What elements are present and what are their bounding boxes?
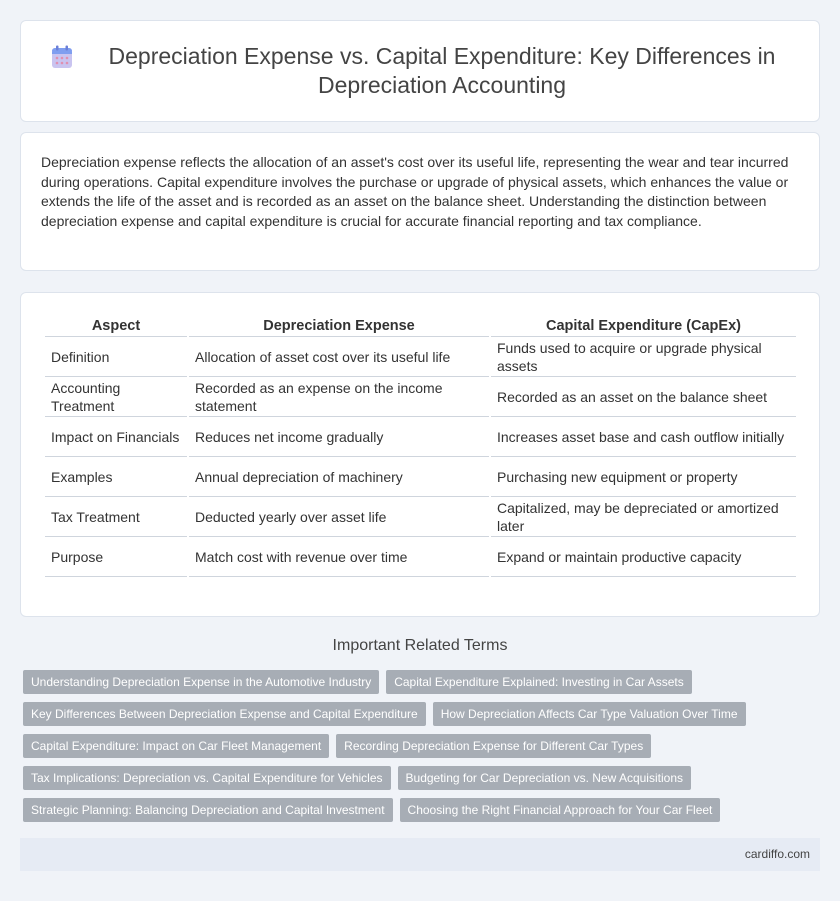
related-terms-list: Understanding Depreciation Expense in th… — [23, 670, 823, 830]
table-cell: Capitalized, may be depreciated or amort… — [491, 497, 796, 537]
related-terms-heading: Important Related Terms — [332, 637, 508, 654]
related-term-link[interactable]: Capital Expenditure Explained: Investing… — [386, 670, 692, 694]
table-cell: Match cost with revenue over time — [189, 537, 489, 577]
related-term-link[interactable]: Budgeting for Car Depreciation vs. New A… — [397, 766, 691, 790]
calendar-icon — [51, 45, 73, 69]
column-header: Depreciation Expense — [189, 313, 489, 337]
related-term-link[interactable]: Tax Implications: Depreciation vs. Capit… — [23, 766, 391, 790]
table-header-row: Aspect Depreciation Expense Capital Expe… — [45, 313, 796, 337]
table-cell: Expand or maintain productive capacity — [491, 537, 796, 577]
comparison-table-card: Aspect Depreciation Expense Capital Expe… — [20, 292, 820, 617]
table-row: Accounting Treatment Recorded as an expe… — [45, 377, 796, 417]
page-title: Depreciation Expense vs. Capital Expendi… — [108, 43, 776, 98]
related-term-link[interactable]: Understanding Depreciation Expense in th… — [23, 670, 380, 694]
table-cell: Examples — [45, 457, 187, 497]
footer: cardiffo.com — [20, 838, 820, 871]
table-row: Tax Treatment Deducted yearly over asset… — [45, 497, 796, 537]
related-term-link[interactable]: Choosing the Right Financial Approach fo… — [399, 798, 721, 822]
table-cell: Allocation of asset cost over its useful… — [189, 337, 489, 377]
table-cell: Tax Treatment — [45, 497, 187, 537]
table-cell: Purchasing new equipment or property — [491, 457, 796, 497]
related-term-link[interactable]: Strategic Planning: Balancing Depreciati… — [23, 798, 393, 822]
related-term-link[interactable]: Capital Expenditure: Impact on Car Fleet… — [23, 734, 330, 758]
table-row: Definition Allocation of asset cost over… — [45, 337, 796, 377]
table-cell: Impact on Financials — [45, 417, 187, 457]
header-card: Depreciation Expense vs. Capital Expendi… — [20, 20, 820, 122]
table-cell: Accounting Treatment — [45, 377, 187, 417]
table-cell: Purpose — [45, 537, 187, 577]
column-header: Capital Expenditure (CapEx) — [491, 313, 796, 337]
table-cell: Funds used to acquire or upgrade physica… — [491, 337, 796, 377]
table-row: Purpose Match cost with revenue over tim… — [45, 537, 796, 577]
table-cell: Deducted yearly over asset life — [189, 497, 489, 537]
related-term-link[interactable]: Recording Depreciation Expense for Diffe… — [336, 734, 652, 758]
related-term-link[interactable]: How Depreciation Affects Car Type Valuat… — [432, 702, 746, 726]
table-cell: Reduces net income gradually — [189, 417, 489, 457]
comparison-table: Aspect Depreciation Expense Capital Expe… — [43, 313, 798, 577]
table-cell: Definition — [45, 337, 187, 377]
table-row: Impact on Financials Reduces net income … — [45, 417, 796, 457]
column-header: Aspect — [45, 313, 187, 337]
related-term-link[interactable]: Key Differences Between Depreciation Exp… — [23, 702, 426, 726]
table-row: Examples Annual depreciation of machiner… — [45, 457, 796, 497]
table-cell: Recorded as an asset on the balance shee… — [491, 377, 796, 417]
table-cell: Annual depreciation of machinery — [189, 457, 489, 497]
table-cell: Increases asset base and cash outflow in… — [491, 417, 796, 457]
table-cell: Recorded as an expense on the income sta… — [189, 377, 489, 417]
intro-card: Depreciation expense reflects the alloca… — [20, 132, 820, 271]
intro-paragraph: Depreciation expense reflects the alloca… — [41, 154, 789, 229]
site-link[interactable]: cardiffo.com — [744, 847, 810, 861]
